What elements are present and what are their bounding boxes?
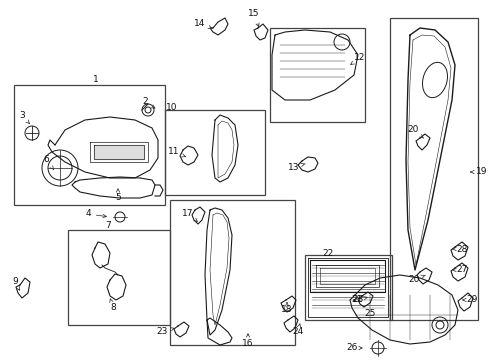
Text: 8: 8 bbox=[110, 299, 116, 311]
Bar bbox=[390, 18, 478, 320]
Text: 3: 3 bbox=[19, 112, 30, 124]
Bar bbox=[14, 85, 165, 205]
Text: 4: 4 bbox=[85, 210, 106, 219]
Text: 21: 21 bbox=[351, 296, 363, 305]
Text: 15: 15 bbox=[248, 9, 260, 27]
Text: 10: 10 bbox=[166, 104, 178, 112]
Bar bbox=[68, 230, 170, 325]
Text: 29: 29 bbox=[463, 296, 478, 305]
Text: 25: 25 bbox=[364, 309, 376, 318]
Bar bbox=[305, 255, 392, 320]
Text: 22: 22 bbox=[322, 249, 334, 258]
Text: 27: 27 bbox=[453, 266, 467, 274]
Text: 6: 6 bbox=[43, 156, 53, 170]
Text: 14: 14 bbox=[195, 18, 212, 28]
Text: 2: 2 bbox=[142, 98, 155, 108]
Text: 24: 24 bbox=[293, 324, 304, 337]
Text: 23: 23 bbox=[352, 296, 367, 305]
Text: 23: 23 bbox=[156, 328, 174, 337]
Text: 28: 28 bbox=[453, 244, 467, 253]
Text: 11: 11 bbox=[168, 148, 185, 157]
Text: 16: 16 bbox=[242, 334, 254, 347]
Text: 9: 9 bbox=[12, 278, 20, 290]
Text: 20: 20 bbox=[408, 275, 425, 284]
Text: 17: 17 bbox=[182, 210, 197, 221]
Text: 5: 5 bbox=[115, 189, 121, 202]
Text: 12: 12 bbox=[351, 54, 366, 64]
Text: 26: 26 bbox=[346, 343, 362, 352]
Bar bbox=[165, 110, 265, 195]
Text: 13: 13 bbox=[288, 162, 305, 171]
Bar bbox=[170, 200, 295, 345]
Bar bbox=[270, 28, 365, 122]
Text: 7: 7 bbox=[105, 221, 111, 230]
Text: 1: 1 bbox=[93, 76, 99, 85]
Text: 20: 20 bbox=[407, 126, 424, 138]
Text: 18: 18 bbox=[281, 302, 293, 315]
Text: 19: 19 bbox=[470, 167, 488, 176]
